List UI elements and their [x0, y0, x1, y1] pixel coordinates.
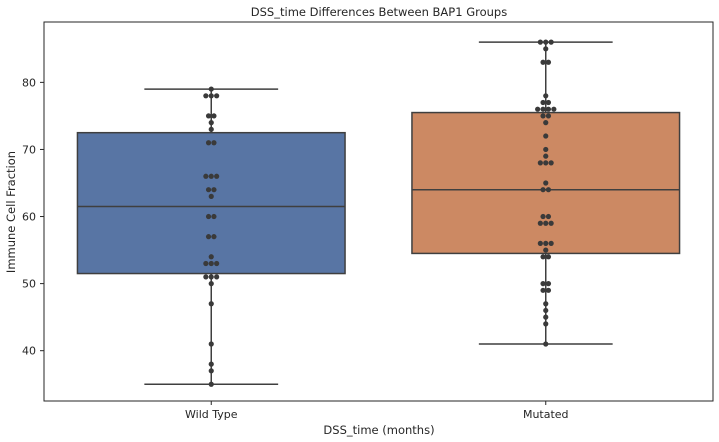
data-point [214, 93, 220, 99]
data-point [208, 254, 214, 260]
data-point [211, 234, 217, 240]
data-point [205, 187, 212, 193]
chart-title: DSS_time Differences Between BAP1 Groups [251, 5, 507, 19]
data-point [543, 240, 549, 246]
data-point [211, 213, 217, 220]
data-point [551, 106, 557, 112]
data-point [537, 39, 543, 45]
box-iqr [76, 131, 346, 275]
data-point [208, 126, 214, 132]
data-point [208, 274, 214, 280]
data-point [203, 93, 209, 99]
y-tick-label: 80 [22, 76, 36, 89]
x-axis-label: DSS_time (months) [323, 423, 434, 437]
axes-frame [43, 21, 714, 402]
data-point [208, 361, 214, 367]
box-group-wild-type [76, 86, 346, 387]
data-point [548, 160, 554, 166]
data-point [214, 173, 220, 179]
data-point [543, 46, 549, 52]
data-point [545, 287, 552, 293]
data-point [203, 173, 209, 179]
data-point [208, 173, 214, 179]
data-point [208, 381, 214, 387]
data-point [540, 287, 546, 293]
data-point [208, 281, 214, 287]
data-point [545, 106, 552, 112]
x-tick-label: Mutated [523, 408, 569, 421]
data-point [540, 187, 546, 193]
data-point [543, 321, 549, 327]
data-point [535, 106, 541, 112]
data-point [543, 307, 549, 314]
data-point [543, 39, 549, 45]
data-point [540, 106, 546, 112]
data-point [543, 220, 549, 226]
y-tick-label: 70 [22, 143, 36, 156]
data-point [205, 140, 212, 146]
data-point [545, 281, 552, 287]
plot-area [76, 39, 681, 387]
data-point [208, 368, 214, 374]
y-tick-label: 60 [22, 211, 36, 224]
data-point [208, 193, 214, 200]
data-point [543, 133, 549, 139]
data-point [537, 240, 543, 246]
data-point [548, 240, 554, 246]
data-point [540, 99, 546, 106]
data-point [214, 260, 220, 267]
x-tick-label: Wild Type [185, 408, 238, 421]
data-point [211, 113, 217, 119]
data-point [203, 260, 209, 267]
data-point [540, 281, 546, 287]
data-point [205, 213, 212, 220]
data-point [540, 254, 546, 260]
data-point [208, 93, 214, 99]
data-point [543, 146, 549, 153]
data-point [205, 113, 212, 119]
data-point [545, 59, 552, 65]
data-point [211, 187, 217, 193]
data-point [205, 234, 212, 240]
data-point [543, 93, 549, 99]
data-point [214, 274, 220, 280]
data-point [208, 120, 214, 126]
y-axis: 40 50 60 70 80 [22, 76, 44, 358]
data-point [208, 301, 214, 307]
y-axis-label: Immune Cell Fraction [4, 151, 18, 273]
data-point [548, 39, 554, 45]
data-point [543, 120, 549, 126]
data-point [537, 220, 543, 226]
y-tick-label: 40 [22, 345, 36, 358]
data-point [543, 301, 549, 307]
data-point [548, 220, 554, 226]
data-point [545, 213, 552, 220]
data-point [543, 314, 549, 320]
box-group-mutated [411, 39, 681, 347]
data-point [208, 86, 214, 92]
data-point [545, 113, 552, 119]
data-point [545, 187, 552, 193]
data-point [537, 160, 543, 166]
data-point [543, 153, 549, 159]
data-point [540, 213, 546, 220]
data-point [545, 254, 552, 260]
data-point [211, 140, 217, 146]
data-point [540, 113, 546, 119]
data-point [208, 260, 214, 267]
data-point [543, 341, 549, 347]
data-point [543, 247, 549, 253]
data-point [203, 274, 209, 280]
y-tick-label: 50 [22, 278, 36, 291]
data-point [543, 180, 549, 186]
data-point [208, 341, 214, 347]
data-point [543, 160, 549, 166]
x-axis: Wild Type Mutated [185, 401, 569, 421]
data-point [540, 59, 546, 65]
data-point [545, 99, 552, 106]
